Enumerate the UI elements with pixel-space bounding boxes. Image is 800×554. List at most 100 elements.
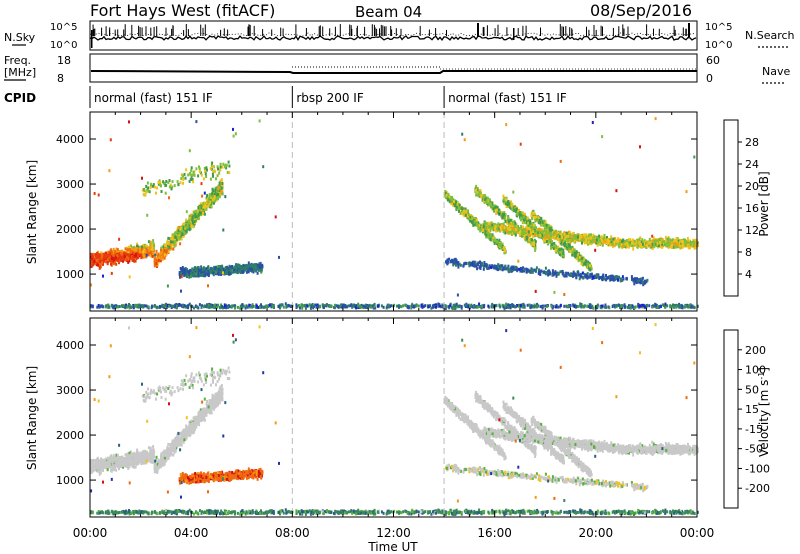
power-point [167, 249, 170, 253]
power-point [172, 234, 175, 238]
power-point [144, 244, 147, 248]
power-point [142, 247, 145, 251]
power-point [207, 199, 210, 203]
power-point [203, 274, 206, 278]
power-point [182, 234, 185, 238]
power-point [333, 305, 335, 309]
power-point [236, 305, 239, 309]
power-point [165, 252, 168, 256]
power-point [178, 234, 181, 238]
power-point [142, 250, 145, 254]
power-point [533, 216, 536, 219]
power-point [111, 256, 114, 260]
power-point [493, 242, 496, 245]
power-point [475, 218, 478, 222]
power-point [233, 268, 236, 272]
power-point [620, 304, 623, 308]
power-point [322, 306, 325, 309]
power-point [259, 261, 262, 265]
power-point [207, 203, 210, 207]
power-point [180, 271, 183, 275]
power-point [507, 219, 510, 223]
power-point [233, 266, 236, 270]
power-point [176, 230, 179, 234]
power-point [147, 240, 150, 244]
noise-sky-trace [89, 23, 697, 48]
power-point [212, 273, 215, 277]
power-point [163, 249, 166, 253]
power-point [188, 275, 191, 279]
power-point [184, 232, 187, 235]
power-point [171, 238, 174, 242]
power-point [189, 219, 192, 223]
power-point [559, 304, 562, 308]
power-point [532, 304, 535, 308]
power-point [112, 260, 115, 264]
power-point [253, 265, 255, 269]
power-point [487, 304, 490, 308]
power-point [105, 260, 108, 264]
power-point [174, 240, 176, 244]
power-point [128, 245, 131, 249]
power-point [195, 272, 198, 276]
power-point [160, 190, 163, 193]
power-point [532, 211, 535, 215]
power-point [182, 230, 185, 234]
power-point [225, 269, 228, 273]
power-point [171, 235, 174, 239]
power-point [251, 268, 254, 272]
power-point [199, 202, 202, 206]
noise-right-top-tick: 10^5 [705, 22, 732, 33]
power-point [162, 245, 165, 249]
figure-title: Fort Hays West (fitACF) [90, 1, 275, 20]
power-point [592, 306, 595, 310]
beam-label: Beam 04 [355, 3, 422, 21]
power-point [551, 240, 553, 244]
power-point [156, 263, 159, 267]
power-point [185, 230, 188, 234]
power-point [584, 260, 587, 263]
power-point [534, 218, 537, 222]
power-point [235, 269, 238, 273]
power-point [196, 212, 198, 216]
power-point [191, 221, 194, 225]
power-point [560, 247, 563, 251]
power-point [545, 240, 548, 243]
power-point [133, 254, 136, 258]
power-point [105, 255, 108, 259]
power-point [495, 205, 498, 209]
power-point [202, 202, 205, 206]
power-point [648, 304, 651, 308]
power-point [151, 246, 154, 250]
cpid-segments: normal (fast) 151 IF rbsp 200 IF normal (f… [89, 86, 567, 108]
power-point [136, 242, 139, 246]
power-point [214, 196, 217, 200]
power-point [135, 249, 138, 253]
power-point [109, 252, 111, 256]
power-point [137, 245, 140, 249]
power-point [153, 260, 156, 264]
power-point [208, 205, 211, 209]
power-point [658, 305, 661, 308]
power-point [492, 239, 495, 242]
power-point [198, 210, 201, 214]
power-point [129, 256, 132, 260]
power-point [235, 267, 238, 271]
power-point [200, 273, 203, 277]
power-point [470, 303, 473, 307]
power-point [260, 270, 263, 274]
power-point [91, 258, 94, 262]
power-point [186, 223, 189, 227]
power-point [188, 272, 191, 276]
power-point [94, 254, 97, 258]
power-point [182, 181, 184, 185]
power-point [199, 266, 202, 270]
power-point [116, 254, 119, 258]
power-point [526, 303, 529, 307]
power-point [200, 213, 203, 217]
power-point [208, 193, 211, 197]
power-point [489, 203, 492, 207]
power-point [498, 238, 501, 242]
power-point [143, 253, 145, 257]
power-point [571, 253, 574, 257]
